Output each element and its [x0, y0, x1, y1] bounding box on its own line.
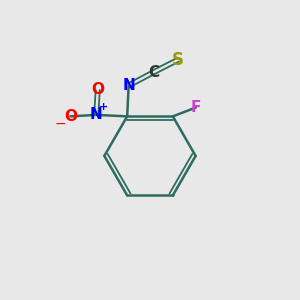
Text: C: C	[148, 65, 159, 80]
Text: N: N	[122, 78, 135, 93]
Text: −: −	[54, 117, 66, 131]
Text: N: N	[90, 107, 103, 122]
Text: S: S	[172, 51, 184, 69]
Text: F: F	[190, 100, 201, 115]
Text: O: O	[64, 109, 77, 124]
Text: O: O	[91, 82, 104, 98]
Text: +: +	[99, 102, 108, 112]
